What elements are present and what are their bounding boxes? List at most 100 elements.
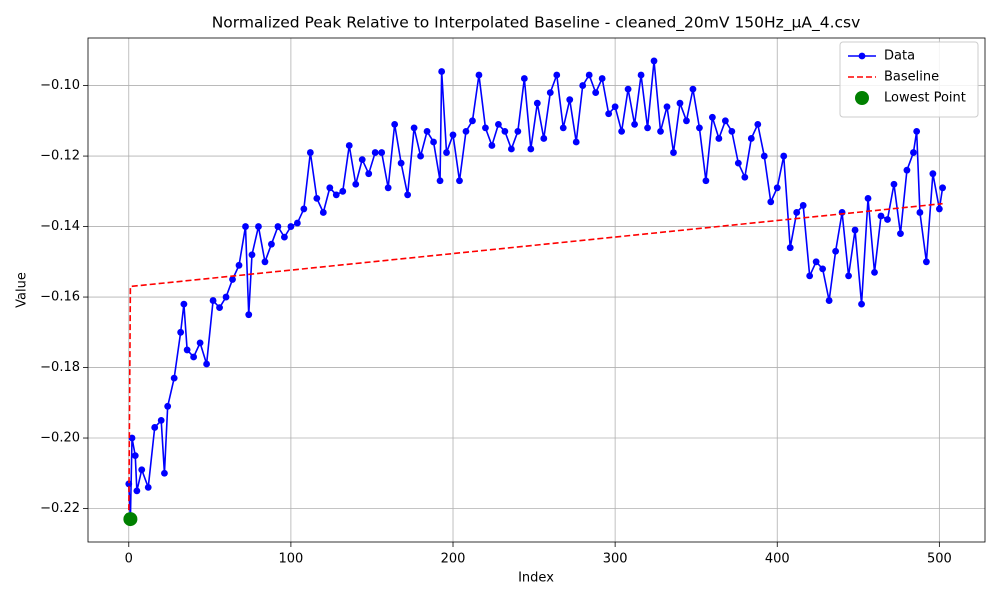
data-point	[229, 276, 236, 283]
data-point	[449, 131, 457, 139]
data-point	[780, 152, 788, 160]
data-point	[216, 304, 223, 312]
data-point	[339, 187, 347, 195]
data-point	[637, 71, 645, 79]
x-tick-label: 0	[125, 552, 133, 567]
data-point	[436, 177, 444, 185]
data-point	[929, 170, 937, 178]
data-point	[760, 152, 768, 160]
data-point	[670, 149, 677, 156]
data-point	[922, 258, 930, 266]
data-point	[767, 198, 775, 206]
data-point	[170, 374, 178, 382]
data-point	[397, 159, 405, 167]
data-point	[533, 99, 541, 107]
legend-marker	[858, 52, 866, 60]
data-point	[572, 138, 580, 146]
data-point	[546, 89, 554, 97]
data-point	[495, 120, 502, 128]
data-point	[747, 135, 755, 142]
data-point	[773, 184, 781, 192]
y-tick-label: −0.18	[40, 360, 80, 375]
data-point	[624, 85, 632, 93]
legend-label: Data	[884, 49, 915, 64]
data-point	[916, 209, 924, 216]
data-point	[138, 466, 146, 474]
data-point	[540, 135, 548, 142]
data-point	[222, 293, 230, 301]
data-point	[858, 300, 865, 308]
data-point	[157, 417, 165, 424]
legend-label: Baseline	[884, 70, 939, 85]
data-point	[482, 124, 489, 132]
data-point	[566, 96, 574, 104]
data-point	[404, 191, 412, 199]
data-point	[851, 226, 859, 234]
x-tick-label: 400	[765, 552, 790, 567]
data-point	[806, 272, 814, 280]
x-axis-label: Index	[518, 571, 554, 586]
x-tick-label: 500	[927, 552, 952, 567]
data-point	[242, 223, 249, 230]
data-point	[319, 209, 327, 216]
data-point	[845, 272, 852, 280]
series-line	[127, 202, 943, 520]
data-point	[864, 194, 872, 202]
data-point	[287, 223, 295, 230]
data-point	[475, 71, 483, 79]
data-point	[754, 120, 762, 128]
data-point	[131, 452, 139, 460]
legend-label: Lowest Point	[884, 91, 966, 106]
data-point	[897, 230, 904, 238]
data-point	[799, 202, 807, 209]
data-point	[501, 127, 509, 135]
data-point	[702, 177, 710, 185]
data-point	[391, 120, 399, 128]
data-point	[326, 184, 334, 192]
data-point	[245, 311, 253, 319]
data-point	[507, 145, 515, 153]
data-point	[417, 152, 424, 160]
data-point	[657, 127, 664, 135]
data-point	[903, 166, 911, 174]
data-point	[352, 180, 360, 188]
data-point	[371, 149, 379, 156]
y-tick-label: −0.10	[40, 78, 80, 93]
data-point	[832, 247, 840, 255]
data-point	[190, 353, 198, 361]
data-point	[180, 300, 188, 308]
data-point	[786, 244, 794, 252]
data-point	[300, 205, 308, 213]
y-tick-label: −0.20	[40, 431, 80, 446]
data-point	[177, 328, 185, 336]
data-point	[274, 223, 282, 230]
data-point	[209, 297, 217, 304]
data-point	[696, 124, 703, 132]
data-point	[430, 138, 437, 146]
data-point	[935, 205, 943, 213]
data-point	[631, 120, 638, 128]
data-point	[939, 184, 947, 192]
data-point	[663, 103, 671, 111]
data-point	[910, 149, 917, 156]
x-tick-label: 300	[603, 552, 628, 567]
data-point	[378, 149, 386, 156]
x-tick-label: 100	[278, 552, 303, 567]
data-point	[248, 251, 256, 259]
data-point	[553, 71, 561, 79]
data-point	[161, 469, 168, 477]
data-point	[235, 261, 243, 269]
data-point	[650, 57, 658, 65]
data-point	[125, 480, 133, 488]
y-tick-label: −0.12	[40, 149, 80, 164]
data-point	[618, 127, 626, 135]
data-point	[469, 117, 476, 125]
data-point	[689, 85, 697, 93]
data-point	[196, 339, 204, 347]
data-point	[871, 268, 878, 276]
data-point	[579, 82, 587, 89]
data-point	[585, 71, 593, 79]
data-point	[144, 483, 152, 491]
data-point	[793, 209, 801, 216]
